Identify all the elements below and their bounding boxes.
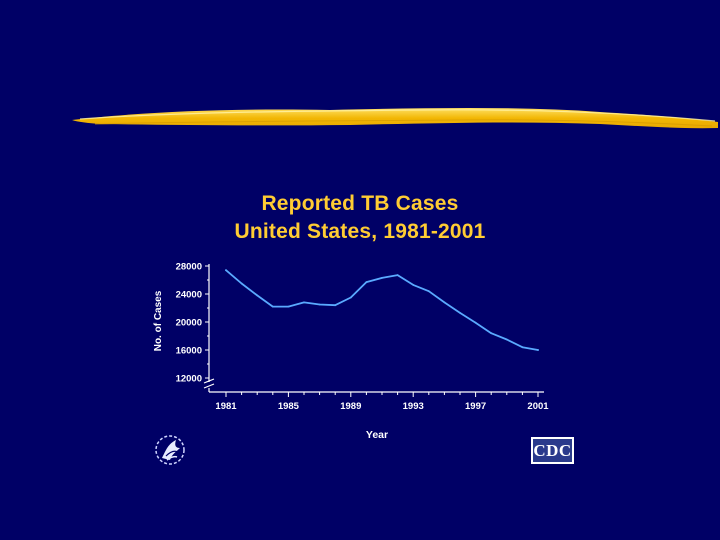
data-point (412, 284, 415, 286)
x-tick-label: 1993 (403, 401, 424, 412)
y-tick-label: 20000 (176, 318, 202, 329)
axis-break-mark (203, 383, 215, 389)
chart-title-line-1: Reported TB Cases (261, 192, 459, 215)
x-tick-label: 1985 (278, 401, 300, 412)
x-tick-label: 1981 (215, 401, 237, 412)
axis-break-mark (203, 378, 215, 384)
data-point (474, 321, 477, 324)
data-point (381, 277, 383, 279)
x-tick-label: 1997 (465, 401, 486, 412)
data-point (225, 269, 227, 272)
y-tick-label: 12000 (176, 374, 202, 385)
data-point (427, 290, 430, 293)
data-point (537, 349, 539, 351)
y-tick-label: 24000 (176, 290, 202, 301)
data-point (396, 274, 399, 276)
data-point (490, 332, 493, 335)
y-tick-label: 28000 (176, 262, 202, 273)
data-point (256, 294, 259, 297)
data-point (271, 305, 274, 308)
data-point (521, 346, 524, 349)
x-axis-label: Year (366, 429, 388, 441)
data-point (505, 338, 508, 341)
data-point (303, 301, 305, 304)
y-axis-label: No. of Cases (153, 290, 164, 351)
data-point (443, 301, 446, 304)
x-tick-label: 2001 (527, 401, 549, 412)
chart-title-line-2: United States, 1981-2001 (234, 220, 486, 243)
data-point (334, 304, 337, 307)
cdc-logo-text: CDC (533, 439, 572, 462)
data-point (318, 303, 321, 306)
cdc-logo: CDC (531, 437, 574, 464)
y-tick-label: 16000 (176, 346, 202, 357)
data-point (349, 296, 352, 299)
data-point (365, 281, 368, 283)
x-tick-label: 1989 (340, 401, 361, 412)
hhs-eagle-icon (155, 435, 185, 465)
series-line (225, 269, 539, 351)
data-point (240, 282, 243, 285)
data-point (287, 305, 290, 308)
data-point (459, 312, 461, 314)
